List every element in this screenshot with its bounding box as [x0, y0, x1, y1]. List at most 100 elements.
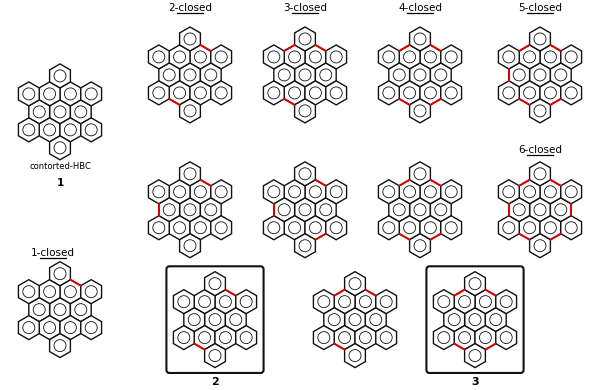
Polygon shape: [81, 118, 102, 142]
Polygon shape: [410, 99, 431, 123]
Polygon shape: [540, 81, 561, 105]
Polygon shape: [264, 81, 284, 105]
Polygon shape: [148, 216, 169, 240]
Polygon shape: [355, 326, 376, 349]
Polygon shape: [225, 308, 246, 332]
Polygon shape: [60, 118, 81, 142]
Polygon shape: [519, 216, 540, 240]
Polygon shape: [211, 180, 232, 204]
Polygon shape: [50, 333, 70, 358]
Text: contorted-HBC: contorted-HBC: [29, 162, 91, 171]
Polygon shape: [274, 198, 294, 222]
Polygon shape: [540, 180, 561, 204]
Polygon shape: [211, 81, 232, 105]
Polygon shape: [410, 234, 431, 258]
Polygon shape: [81, 316, 102, 340]
Polygon shape: [540, 45, 561, 69]
Polygon shape: [509, 198, 530, 222]
Polygon shape: [294, 27, 315, 51]
Polygon shape: [530, 234, 550, 258]
Polygon shape: [200, 63, 221, 87]
Polygon shape: [475, 326, 496, 349]
Polygon shape: [498, 81, 519, 105]
Polygon shape: [148, 180, 169, 204]
Polygon shape: [389, 198, 410, 222]
Polygon shape: [29, 298, 50, 322]
Polygon shape: [509, 63, 530, 87]
Polygon shape: [169, 180, 190, 204]
Polygon shape: [284, 180, 305, 204]
Polygon shape: [561, 216, 582, 240]
Polygon shape: [485, 308, 506, 332]
Polygon shape: [190, 81, 211, 105]
Polygon shape: [378, 216, 399, 240]
Polygon shape: [190, 216, 211, 240]
Polygon shape: [540, 216, 561, 240]
Polygon shape: [431, 63, 451, 87]
Polygon shape: [70, 298, 91, 322]
Polygon shape: [169, 45, 190, 69]
Polygon shape: [39, 82, 60, 106]
FancyBboxPatch shape: [166, 266, 264, 373]
Polygon shape: [399, 180, 420, 204]
Polygon shape: [305, 180, 326, 204]
Polygon shape: [315, 198, 336, 222]
Polygon shape: [376, 326, 397, 349]
Polygon shape: [434, 326, 454, 349]
Polygon shape: [211, 45, 232, 69]
Polygon shape: [324, 308, 344, 332]
Polygon shape: [264, 180, 284, 204]
Polygon shape: [315, 63, 336, 87]
Polygon shape: [148, 45, 169, 69]
Polygon shape: [344, 344, 365, 367]
Polygon shape: [18, 280, 39, 304]
Polygon shape: [326, 216, 347, 240]
Polygon shape: [294, 99, 315, 123]
Polygon shape: [200, 198, 221, 222]
Polygon shape: [454, 326, 475, 349]
Polygon shape: [305, 81, 326, 105]
Polygon shape: [305, 45, 326, 69]
Polygon shape: [180, 63, 200, 87]
Polygon shape: [530, 27, 550, 51]
Polygon shape: [148, 81, 169, 105]
Polygon shape: [498, 216, 519, 240]
Polygon shape: [50, 298, 70, 322]
Polygon shape: [420, 216, 441, 240]
Polygon shape: [378, 81, 399, 105]
Polygon shape: [314, 326, 334, 349]
Polygon shape: [399, 81, 420, 105]
Polygon shape: [378, 180, 399, 204]
Polygon shape: [561, 81, 582, 105]
Polygon shape: [550, 63, 571, 87]
Polygon shape: [236, 326, 257, 349]
Polygon shape: [410, 27, 431, 51]
Polygon shape: [441, 45, 461, 69]
Polygon shape: [441, 180, 461, 204]
Polygon shape: [50, 100, 70, 124]
Polygon shape: [420, 81, 441, 105]
Polygon shape: [60, 316, 81, 340]
Text: 2-closed: 2-closed: [168, 3, 212, 13]
Polygon shape: [284, 81, 305, 105]
Polygon shape: [530, 198, 550, 222]
Polygon shape: [464, 308, 485, 332]
Polygon shape: [344, 308, 365, 332]
Polygon shape: [18, 118, 39, 142]
Text: 4-closed: 4-closed: [398, 3, 442, 13]
Polygon shape: [399, 45, 420, 69]
Polygon shape: [50, 64, 70, 88]
Polygon shape: [410, 162, 431, 186]
Polygon shape: [159, 198, 180, 222]
Polygon shape: [444, 308, 464, 332]
Polygon shape: [205, 308, 225, 332]
Text: 5-closed: 5-closed: [518, 3, 562, 13]
Polygon shape: [236, 290, 257, 314]
Polygon shape: [550, 198, 571, 222]
Polygon shape: [561, 180, 582, 204]
Polygon shape: [180, 162, 200, 186]
Polygon shape: [211, 216, 232, 240]
Polygon shape: [498, 45, 519, 69]
Polygon shape: [365, 308, 386, 332]
Polygon shape: [284, 45, 305, 69]
